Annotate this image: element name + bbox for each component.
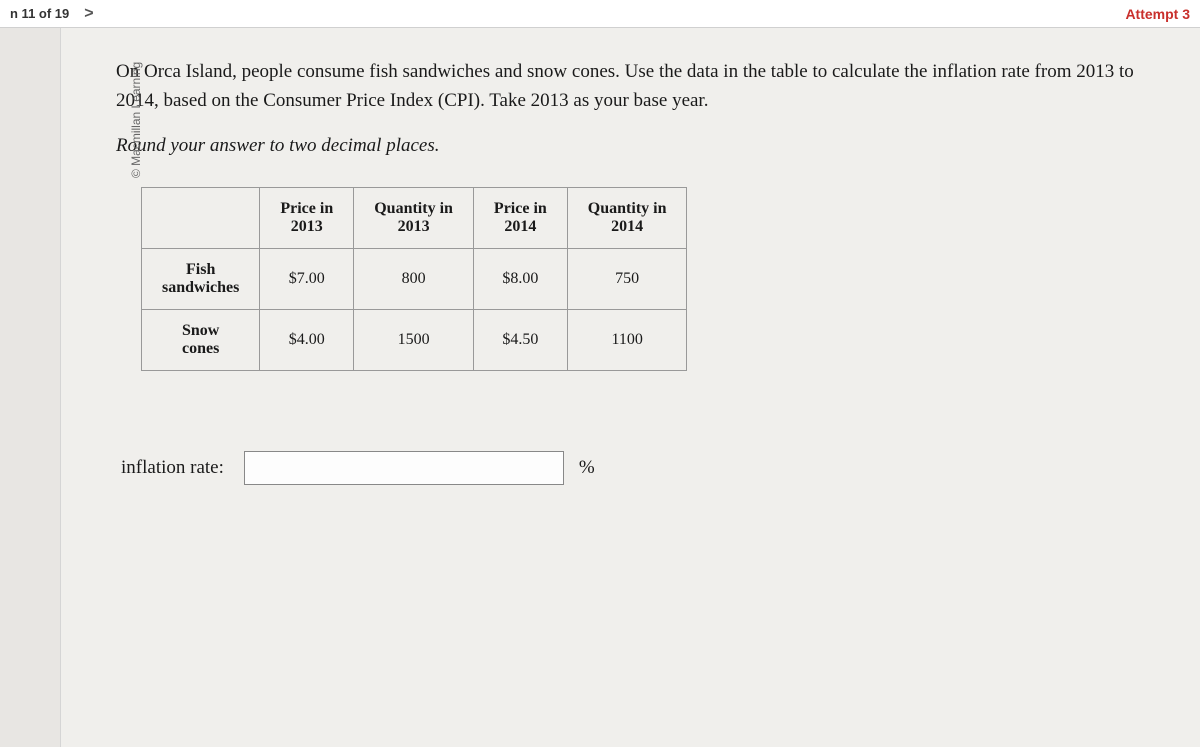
- instruction-text: Round your answer to two decimal places.: [116, 135, 1160, 157]
- question-text: On Orca Island, people consume fish sand…: [116, 58, 1160, 115]
- cell-snow-qty-2013: 1500: [354, 310, 474, 371]
- percent-unit: %: [579, 457, 595, 479]
- cell-fish-qty-2014: 750: [567, 249, 687, 310]
- inflation-rate-input[interactable]: [244, 451, 564, 485]
- attempt-counter: Attempt 3: [1125, 6, 1190, 22]
- cell-fish-price-2013: $7.00: [260, 249, 354, 310]
- header-qty-2014: Quantity in2014: [567, 188, 687, 249]
- main-content-area: © Macmillan Learning On Orca Island, peo…: [0, 28, 1200, 747]
- price-quantity-table: Price in2013 Quantity in2013 Price in201…: [141, 187, 687, 371]
- header-price-2014: Price in2014: [473, 188, 567, 249]
- answer-input-row: inflation rate: %: [121, 451, 1160, 485]
- empty-header-cell: [142, 188, 260, 249]
- row-label-snow: Snowcones: [142, 310, 260, 371]
- input-label: inflation rate:: [121, 457, 224, 479]
- copyright-text: © Macmillan Learning: [129, 62, 143, 178]
- next-arrow[interactable]: >: [84, 5, 93, 23]
- table-row: Fishsandwiches $7.00 800 $8.00 750: [142, 249, 687, 310]
- cell-snow-price-2014: $4.50: [473, 310, 567, 371]
- header-qty-2013: Quantity in2013: [354, 188, 474, 249]
- cell-fish-price-2014: $8.00: [473, 249, 567, 310]
- table-row: Snowcones $4.00 1500 $4.50 1100: [142, 310, 687, 371]
- cell-fish-qty-2013: 800: [354, 249, 474, 310]
- header-price-2013: Price in2013: [260, 188, 354, 249]
- question-counter: n 11 of 19: [10, 6, 69, 21]
- cell-snow-price-2013: $4.00: [260, 310, 354, 371]
- content-wrapper: © Macmillan Learning On Orca Island, peo…: [60, 28, 1200, 747]
- cell-snow-qty-2014: 1100: [567, 310, 687, 371]
- row-label-fish: Fishsandwiches: [142, 249, 260, 310]
- top-navigation-bar: n 11 of 19 > Attempt 3: [0, 0, 1200, 28]
- left-margin: [0, 28, 60, 747]
